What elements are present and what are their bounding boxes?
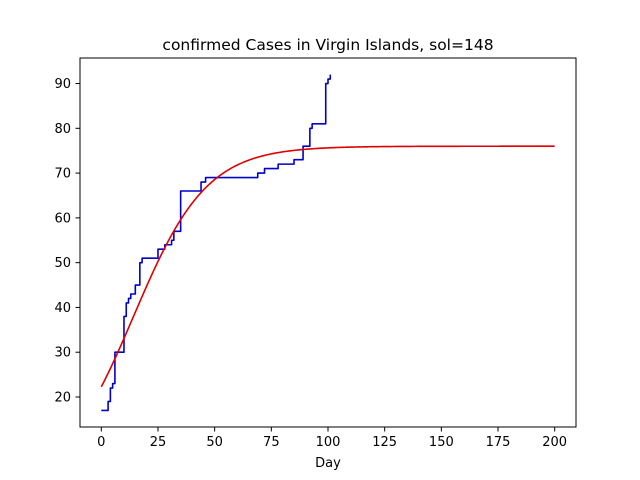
- series-line-confirmed: [101, 74, 332, 412]
- series-layer: [100, 74, 555, 412]
- y-axis: 20 30 40 50 60 70 80 90: [54, 77, 80, 405]
- y-tick-label: 50: [54, 256, 71, 271]
- x-tick-label: 150: [429, 435, 454, 450]
- x-tick-label: 125: [372, 435, 397, 450]
- x-tick-label: 50: [206, 435, 223, 450]
- chart-title: confirmed Cases in Virgin Islands, sol=1…: [162, 36, 493, 54]
- x-axis: 0 25 50 75 100 125 150 175 200: [97, 427, 567, 450]
- y-tick-label: 90: [54, 77, 71, 92]
- y-tick-label: 60: [54, 211, 71, 226]
- x-tick-label: 25: [150, 435, 167, 450]
- y-tick-label: 30: [54, 346, 71, 361]
- series-line-fit: [100, 145, 555, 388]
- x-tick-label: 200: [542, 435, 567, 450]
- y-tick-label: 80: [54, 122, 71, 137]
- y-tick-label: 40: [54, 301, 71, 316]
- x-tick-label: 0: [97, 435, 105, 450]
- x-tick-label: 75: [263, 435, 280, 450]
- x-tick-label: 100: [316, 435, 341, 450]
- y-tick-label: 70: [54, 167, 71, 182]
- x-axis-label: Day: [315, 456, 341, 471]
- x-tick-label: 175: [486, 435, 511, 450]
- y-tick-label: 20: [54, 390, 71, 405]
